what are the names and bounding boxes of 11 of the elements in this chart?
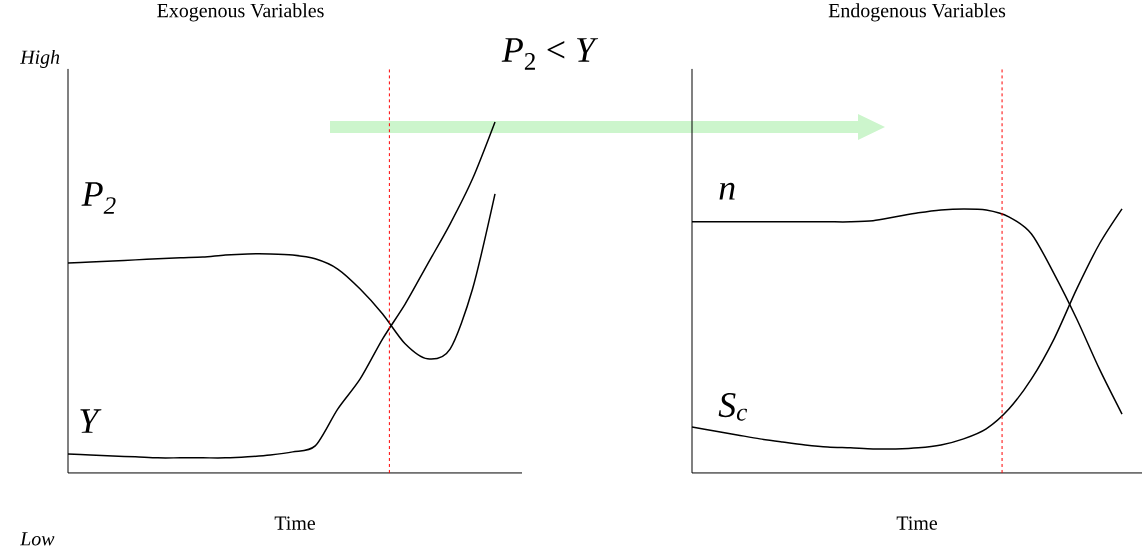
x-axis-title: Time: [896, 516, 938, 530]
x-axis-title: Time: [274, 516, 316, 530]
chart-title: Exogenous Variables: [157, 3, 324, 22]
series-label: S$_{c}$: [718, 393, 748, 421]
text: Low: [19, 532, 55, 546]
series-label: Y: [80, 409, 102, 433]
series-label: P$_{2}$: [81, 182, 116, 214]
chart-title: Endogenous Variables: [828, 3, 1006, 22]
series-label: n: [719, 182, 735, 200]
text: High: [19, 49, 60, 68]
text: P$_{2}$ < Y: [501, 38, 599, 70]
